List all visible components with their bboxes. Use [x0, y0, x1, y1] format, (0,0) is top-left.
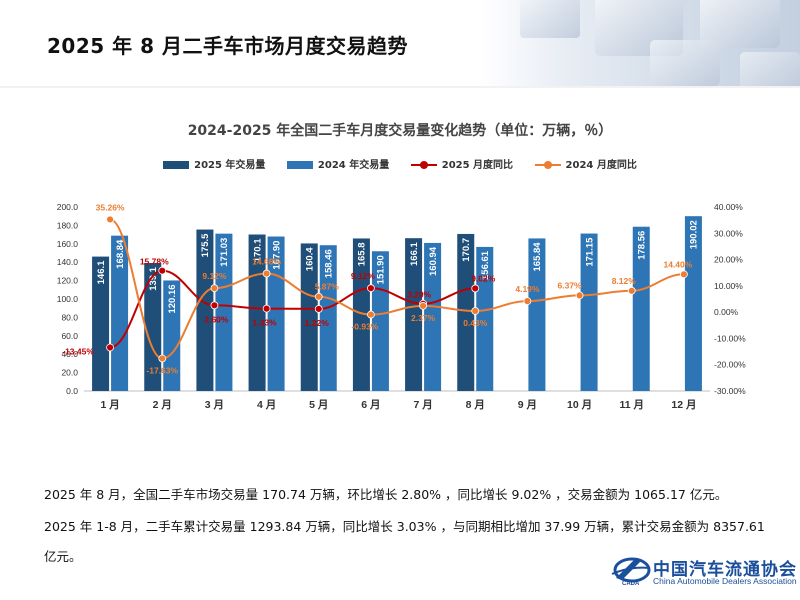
bar-value-label: 170.7 [461, 238, 472, 262]
bar-value-label: 146.1 [96, 260, 107, 284]
left-axis-tick-label: 100.0 [57, 294, 79, 304]
point-2025-yoy [367, 285, 374, 292]
line-value-label-2024: 14.40% [663, 259, 692, 269]
bar-value-label: 151.90 [376, 255, 387, 284]
line-value-label-2025: 15.78% [140, 257, 169, 267]
cada-logo: CADA 中国汽车流通协会 China Automobile Dealers A… [610, 554, 800, 594]
x-axis-category-label: 5 月 [309, 399, 328, 411]
summary-paragraph-3: 亿元。 [44, 546, 82, 565]
point-2025-yoy [315, 305, 322, 312]
summary-paragraph-1: 2025 年 8 月，全国二手车市场交易量 170.74 万辆，环比增长 2.8… [44, 484, 727, 503]
line-value-label-2024: 8.12% [612, 276, 637, 286]
point-2024-yoy [211, 285, 218, 292]
logo-english-name: China Automobile Dealers Association [653, 576, 797, 586]
x-axis-category-label: 8 月 [466, 399, 485, 411]
left-axis-tick-label: 160.0 [57, 239, 79, 249]
point-2025-yoy [472, 285, 479, 292]
line-value-label-2025: 2.60% [204, 314, 229, 324]
point-2024-yoy [628, 287, 635, 294]
point-2024-yoy [107, 216, 114, 223]
point-2024-yoy [524, 298, 531, 305]
bar-value-label: 175.5 [200, 233, 211, 257]
x-axis-category-label: 4 月 [257, 399, 276, 411]
line-value-label-2024: -17.63% [146, 365, 178, 375]
line-2024-yoy [110, 219, 684, 358]
point-2024-yoy [680, 271, 687, 278]
line-value-label-2024: -0.93% [351, 322, 378, 332]
point-2024-yoy [472, 308, 479, 315]
point-2024-yoy [263, 270, 270, 277]
left-axis-tick-label: 0.0 [66, 386, 78, 396]
line-value-label-2024: 14.68% [252, 257, 281, 267]
line-value-label-2024: 6.37% [558, 280, 583, 290]
point-2024-yoy [420, 302, 427, 309]
line-value-label-2025: 1.33% [253, 318, 278, 328]
left-axis-tick-label: 200.0 [57, 202, 79, 212]
bar-value-label: 120.16 [167, 284, 178, 313]
line-value-label-2024: 2.37% [411, 313, 436, 323]
bar-value-label: 158.46 [324, 249, 335, 278]
right-axis-tick-label: -10.00% [714, 333, 746, 343]
right-axis-tick-label: 0.00% [714, 307, 739, 317]
line-value-label-2025: 9.12% [351, 271, 376, 281]
right-axis-tick-label: 30.00% [714, 228, 743, 238]
right-axis-tick-label: -30.00% [714, 386, 746, 396]
right-axis-tick-label: 10.00% [714, 281, 743, 291]
bar-value-label: 166.1 [409, 241, 420, 265]
header-divider [0, 86, 800, 88]
left-axis-tick-label: 60.0 [61, 331, 78, 341]
summary-paragraph-2: 2025 年 1-8 月，二手车累计交易量 1293.84 万辆，同比增长 3.… [44, 516, 765, 535]
x-axis-category-label: 3 月 [205, 399, 224, 411]
right-axis-tick-label: 40.00% [714, 202, 743, 212]
bar-value-label: 165.8 [357, 242, 368, 266]
x-axis-category-label: 7 月 [413, 399, 432, 411]
bar-value-label: 171.03 [219, 238, 230, 267]
left-axis-tick-label: 140.0 [57, 257, 79, 267]
x-axis-category-label: 1 月 [100, 399, 119, 411]
right-axis-tick-label: -20.00% [714, 360, 746, 370]
line-value-label-2025: 9.02% [471, 273, 496, 283]
header-decoration-cubes [500, 0, 800, 86]
chart-container: 2024-2025 年全国二手车月度交易量变化趋势（单位：万辆，％） 2025 … [0, 110, 800, 420]
point-2025-yoy [159, 267, 166, 274]
x-axis-category-label: 6 月 [361, 399, 380, 411]
header-banner: 2025 年 8 月二手车市场月度交易趋势 [0, 0, 800, 86]
line-value-label-2025: -13.45% [62, 346, 94, 356]
x-axis-category-label: 9 月 [518, 399, 537, 411]
right-axis-tick-label: 20.00% [714, 255, 743, 265]
bar-value-label: 190.02 [689, 220, 700, 249]
point-2024-yoy [159, 355, 166, 362]
left-axis-tick-label: 120.0 [57, 276, 79, 286]
point-2025-yoy [263, 305, 270, 312]
bar-value-label: 171.15 [584, 237, 595, 267]
logo-abbreviation: CADA [622, 581, 639, 587]
point-2025-yoy [107, 344, 114, 351]
bar-value-label: 160.4 [305, 247, 316, 271]
x-axis-category-label: 11 月 [619, 399, 644, 411]
point-2024-yoy [315, 293, 322, 300]
left-axis-tick-label: 80.0 [61, 312, 78, 322]
x-axis-category-label: 10 月 [567, 399, 592, 411]
bar-value-label: 165.84 [532, 242, 543, 272]
point-2024-yoy [576, 292, 583, 299]
point-2024-yoy [367, 311, 374, 318]
line-value-label-2025: 3.20% [407, 290, 432, 300]
bar-value-label: 178.56 [637, 231, 648, 260]
bar-value-label: 160.94 [428, 246, 439, 276]
line-value-label-2024: 35.26% [96, 202, 125, 212]
left-axis-tick-label: 20.0 [61, 368, 78, 378]
x-axis-category-label: 2 月 [153, 399, 172, 411]
line-value-label-2024: 0.43% [463, 318, 488, 328]
line-value-label-2024: 9.12% [202, 271, 227, 281]
point-2025-yoy [211, 302, 218, 309]
chart-plot: 0.0 20.0 40.0 60.0 80.0 100.0 120.0 140.0 160.0 1… [0, 110, 800, 420]
left-axis-tick-label: 180.0 [57, 220, 79, 230]
x-axis-category-label: 12 月 [671, 399, 696, 411]
line-value-label-2024: 4.19% [515, 284, 540, 294]
line-value-label-2024: 5.87% [315, 282, 340, 292]
page-title: 2025 年 8 月二手车市场月度交易趋势 [47, 30, 408, 59]
line-value-label-2025: 1.22% [305, 318, 330, 328]
